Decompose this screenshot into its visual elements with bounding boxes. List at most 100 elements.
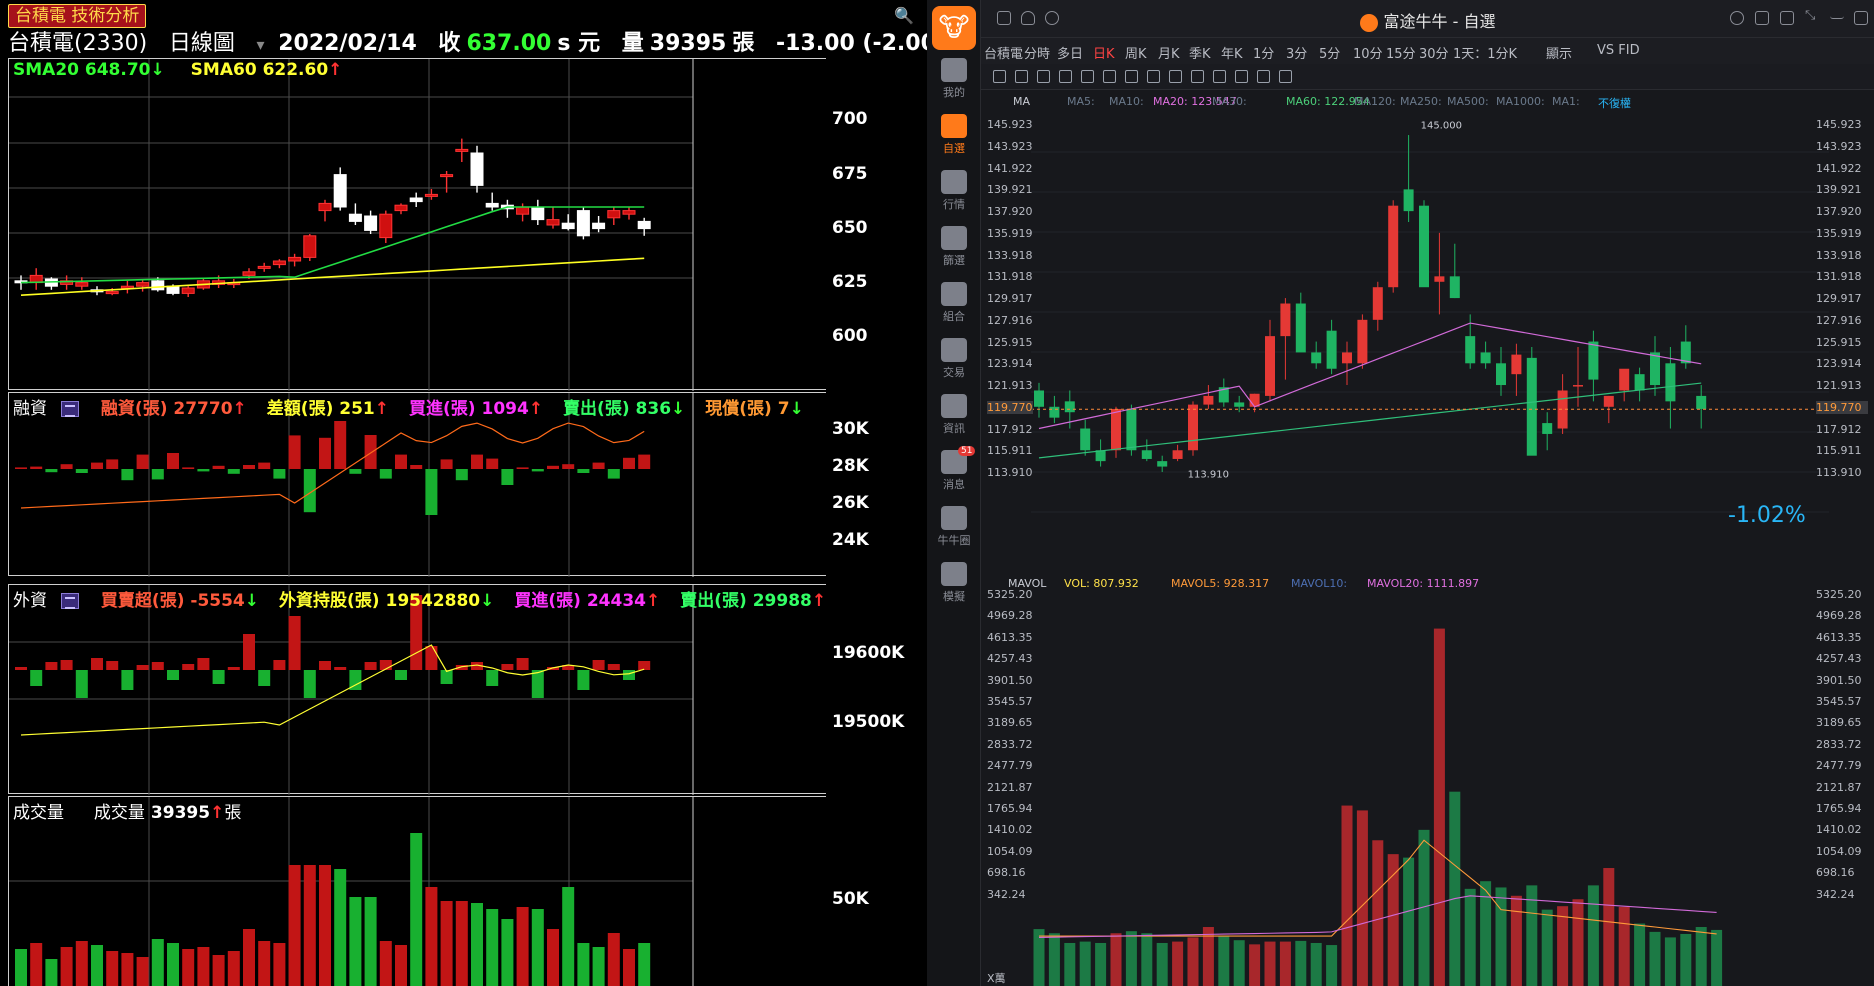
dropdown-icon[interactable]: ▾ [256,35,265,54]
magnet-icon[interactable] [1191,70,1204,83]
collapse-icon[interactable]: ⤡ [1805,8,1816,23]
chart-type-label[interactable]: 日線圖 [168,31,235,56]
margin-bar [410,465,423,469]
settings-icon[interactable] [1279,70,1292,83]
sidebar-item-filter[interactable]: 篩選 [927,226,981,268]
volume-axis-tick: 1765.94 [1816,802,1862,815]
sidebar-item-message[interactable]: 消息 51 [927,446,981,492]
star-icon[interactable] [1755,11,1769,25]
sidebar-item-user[interactable]: 我的 [927,58,981,100]
sidebar-item-news[interactable]: 資訊 [927,394,981,436]
ma-legend-item[interactable]: 不復權 [1598,97,1631,110]
sidebar-item-market[interactable]: 行情 [927,170,981,212]
share-icon[interactable] [1780,11,1794,25]
tab-11[interactable]: 10分 [1353,47,1383,62]
minimize-icon[interactable] [1830,11,1844,19]
arrow-down-icon: ↓ [480,591,495,611]
foreign-bar [334,667,347,670]
crosshair-icon[interactable] [993,70,1006,83]
foreign-bar [577,670,590,690]
foreign-bar [562,665,575,670]
close-value: 637.00 [466,31,552,56]
tab-15[interactable]: 顯示 [1546,47,1573,62]
margin-bar [182,467,195,469]
foreign-item: 買進(張) 24434↑ [514,591,660,611]
tab-16[interactable]: VS FID [1597,43,1640,58]
ma-legend-item[interactable]: MA250: [1400,95,1442,108]
layout-icon[interactable] [997,11,1011,25]
sidebar-item-community[interactable]: 牛牛圈 [927,506,981,548]
ma-legend-item[interactable]: MA10: [1109,95,1144,108]
pencil-icon[interactable] [1147,70,1160,83]
tab-13[interactable]: 30分 [1419,47,1449,62]
volume-unit: X萬 [987,972,1006,985]
maximize-icon[interactable] [1854,11,1868,25]
tab-0[interactable]: 台積電 [984,47,1024,62]
ma-legend-item[interactable]: MA5: [1067,95,1095,108]
vol-legend-item[interactable]: MAVOL20: 1111.897 [1367,577,1480,590]
legend-label: 外資持股(張) [279,591,386,611]
tab-6[interactable]: 季K [1189,47,1211,62]
volume-bar [410,833,423,986]
ma-legend-item[interactable]: MA20: 123.547 [1153,95,1237,108]
volume-bar [1433,628,1445,986]
tab-5[interactable]: 月K [1158,47,1180,62]
tab-7[interactable]: 年K [1221,47,1243,62]
tab-1[interactable]: 分時 [1024,47,1051,62]
arrow-icon[interactable] [1125,70,1138,83]
eye-icon[interactable] [1235,70,1248,83]
menu-icon[interactable] [61,593,79,609]
ma-legend-item[interactable]: MA120: [1354,95,1396,108]
tab-8[interactable]: 1分 [1253,47,1275,62]
line-icon[interactable] [1015,70,1028,83]
sidebar-item-simulate[interactable]: 模擬 [927,562,981,604]
trash-icon[interactable] [1257,70,1270,83]
tab-4[interactable]: 周K [1125,47,1147,62]
foreign-item: 外資持股(張) 19542880↓ [279,591,494,611]
ma-legend-item[interactable]: MA1: [1552,95,1580,108]
tab-14[interactable]: 1天：1分K [1453,47,1518,62]
tab-2[interactable]: 多日 [1057,47,1084,62]
vol-legend-item[interactable]: MAVOL [1008,577,1047,590]
tab-3[interactable]: 日K [1093,47,1115,62]
ma-legend-item[interactable]: MA [1013,95,1031,108]
link-icon[interactable] [1730,11,1744,25]
vol-legend-item[interactable]: MAVOL10: [1291,577,1348,590]
search-icon[interactable] [1045,11,1059,25]
candle-body [1650,352,1660,386]
ma-legend-item[interactable]: MA60: 122.954 [1286,95,1370,108]
bell-icon[interactable] [1021,11,1035,25]
foreign-bar [151,662,164,670]
ma-legend-item[interactable]: MA1000: [1496,95,1545,108]
magnifier-icon[interactable]: 🔍 [894,6,914,25]
y-tick: 24K [832,530,869,550]
tab-9[interactable]: 3分 [1286,47,1308,62]
volume-bar [1125,931,1137,986]
legend-label: 現償(張) [705,399,778,419]
margin-line [20,422,645,509]
text-icon[interactable] [1169,70,1182,83]
foreign-bar [121,670,134,690]
menu-icon[interactable] [61,401,79,417]
vol-legend-item[interactable]: MAVOL5: 928.317 [1171,577,1270,590]
volume-bar [151,939,164,986]
vol-legend-item[interactable]: VOL: 807.932 [1064,577,1139,590]
sidebar-item-watchlist[interactable]: 自選 [927,114,981,156]
app-logo[interactable]: 🐮 [932,6,976,50]
ma-legend-item[interactable]: MA500: [1447,95,1489,108]
fib-icon[interactable] [1103,70,1116,83]
volume-bar [1141,933,1153,986]
lock-icon[interactable] [1213,70,1226,83]
margin-bar [106,459,119,469]
sidebar-item-trade[interactable]: 交易 [927,338,981,380]
tab-10[interactable]: 5分 [1319,47,1341,62]
ray-icon[interactable] [1037,70,1050,83]
sidebar-item-portfolio[interactable]: 組合 [927,282,981,324]
window-title-tab[interactable]: 台積電 技術分析 [8,4,147,28]
polyline-icon[interactable] [1059,70,1072,83]
margin-bar [638,454,651,469]
ma-legend-item[interactable]: MA30: [1212,95,1247,108]
price-axis-tick-left: 123.914 [987,357,1033,371]
channel-icon[interactable] [1081,70,1094,83]
tab-12[interactable]: 15分 [1386,47,1416,62]
